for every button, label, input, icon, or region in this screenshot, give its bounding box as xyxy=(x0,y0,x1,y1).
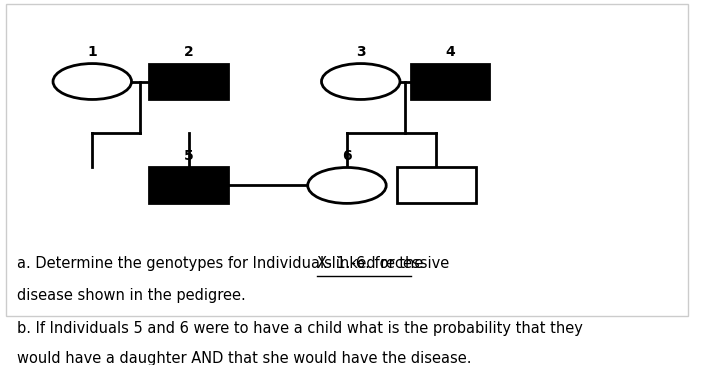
Bar xyxy=(150,168,228,203)
Text: 1: 1 xyxy=(87,45,97,59)
Text: 3: 3 xyxy=(356,45,366,59)
Circle shape xyxy=(308,168,386,203)
Text: would have a daughter AND that she would have the disease.: would have a daughter AND that she would… xyxy=(16,351,471,365)
Bar xyxy=(397,168,475,203)
Circle shape xyxy=(53,64,132,100)
Bar xyxy=(411,64,490,100)
Text: disease shown in the pedigree.: disease shown in the pedigree. xyxy=(16,288,246,303)
Text: 4: 4 xyxy=(445,45,455,59)
Text: a. Determine the genotypes for Individuals 1.-6. for the: a. Determine the genotypes for Individua… xyxy=(16,256,427,271)
Text: 6: 6 xyxy=(342,149,352,163)
Text: 5: 5 xyxy=(184,149,193,163)
Bar xyxy=(150,64,228,100)
Text: 2: 2 xyxy=(184,45,193,59)
Text: X-linked recessive: X-linked recessive xyxy=(316,256,449,271)
Text: b. If Individuals 5 and 6 were to have a child what is the probability that they: b. If Individuals 5 and 6 were to have a… xyxy=(16,321,582,336)
Circle shape xyxy=(321,64,400,100)
